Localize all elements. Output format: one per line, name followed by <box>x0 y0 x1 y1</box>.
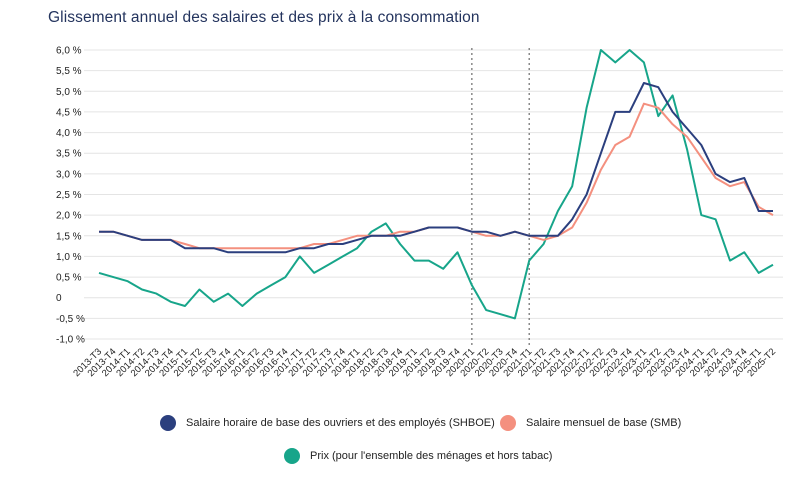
y-tick-label: 0 <box>56 293 62 304</box>
y-tick-label: 5,5 % <box>56 66 82 77</box>
series-line: Prix (pour l'ensemble des ménages et hor… <box>98 49 774 320</box>
legend-swatch-smb <box>500 415 516 431</box>
y-tick-label: 0,5 % <box>56 273 82 284</box>
legend-swatch-prix <box>284 448 300 464</box>
legend-label-smb: Salaire mensuel de base (SMB) <box>526 417 682 429</box>
chart-title: Glissement annuel des salaires et des pr… <box>48 9 480 26</box>
legend-swatch-shboe <box>160 415 176 431</box>
y-tick-label: 2,5 % <box>56 190 82 201</box>
gridlines <box>84 49 783 340</box>
y-tick-label: 3,0 % <box>56 169 82 180</box>
x-axis: 2013-T32013-T42014-T12014-T22014-T32014-… <box>71 346 778 379</box>
y-tick-label: 2,0 % <box>56 211 82 222</box>
y-tick-label: 5,0 % <box>56 87 82 98</box>
series-lines: Prix (pour l'ensemble des ménages et hor… <box>98 49 774 320</box>
y-tick-label: 6,0 % <box>56 46 82 57</box>
series-line: Salaire horaire de base des ouvriers et … <box>99 82 773 254</box>
legend-item-shboe[interactable]: Salaire horaire de base des ouvriers et … <box>160 415 495 431</box>
legend-label-prix: Prix (pour l'ensemble des ménages et hor… <box>310 450 553 462</box>
legend-item-prix[interactable]: Prix (pour l'ensemble des ménages et hor… <box>284 448 552 464</box>
y-axis: -1,0 % -0,5 % 0 0,5 % 1,0 % 1,5 % 2,0 % 2,5 % 3,… <box>56 46 85 346</box>
y-tick-label: 1,5 % <box>56 231 82 242</box>
y-tick-label: 3,5 % <box>56 149 82 160</box>
y-tick-label: -1,0 % <box>56 335 85 346</box>
y-tick-label: -0,5 % <box>56 314 85 325</box>
legend-item-smb[interactable]: Salaire mensuel de base (SMB) <box>500 415 681 431</box>
y-tick-label: 1,0 % <box>56 252 82 263</box>
y-tick-label: 4,5 % <box>56 107 82 118</box>
y-tick-label: 4,0 % <box>56 128 82 139</box>
legend-label-shboe: Salaire horaire de base des ouvriers et … <box>186 417 495 429</box>
